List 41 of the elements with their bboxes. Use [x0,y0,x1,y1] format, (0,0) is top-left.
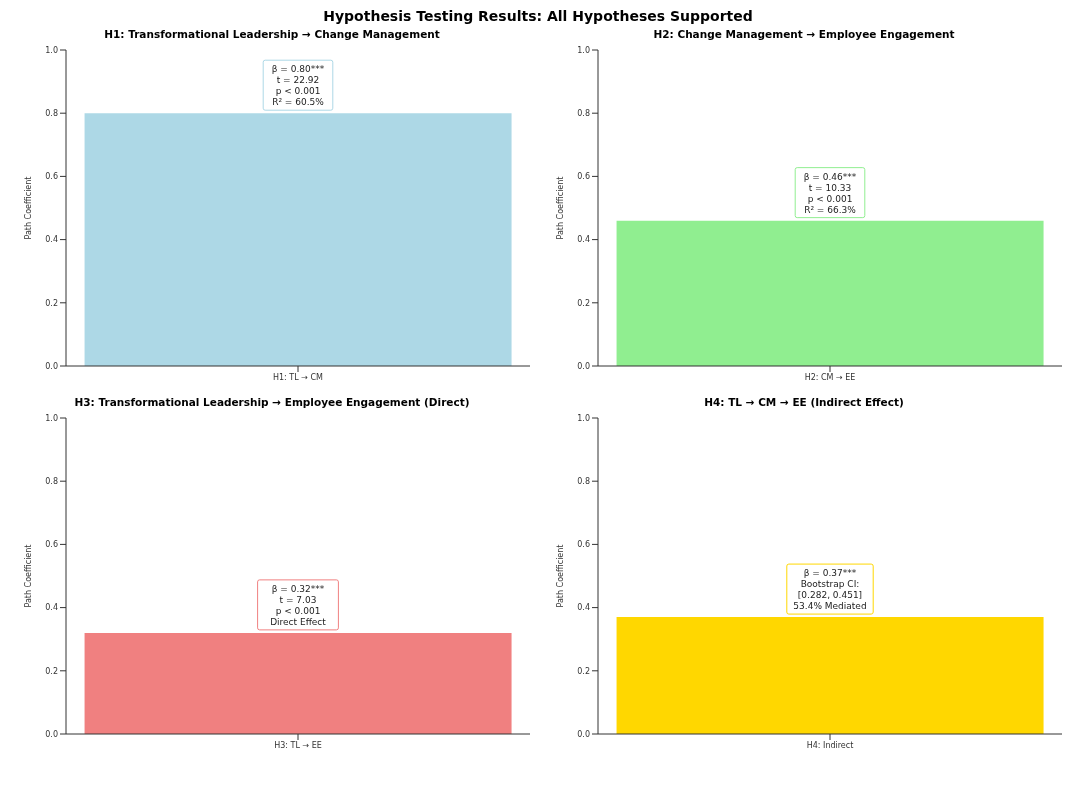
y-tick-label: 0.4 [45,603,58,613]
y-tick-label: 0.4 [577,603,590,613]
x-tick-label: H4: Indirect [806,740,854,750]
x-tick-label: H3: TL → EE [274,740,322,750]
y-tick-label: 0.8 [577,109,590,119]
x-tick-label: H1: TL → CM [273,372,324,382]
chart-title: H2: Change Management → Employee Engagement [652,27,956,42]
y-tick-label: 0.6 [577,172,590,182]
y-tick-label: 1.0 [45,45,58,55]
y-tick-label: 0.6 [45,540,58,550]
y-tick-label: 0.8 [577,477,590,487]
y-tick-label: 0.0 [45,729,58,739]
y-tick-label: 1.0 [45,413,58,423]
y-tick-label: 0.2 [577,298,590,308]
y-tick-label: 0.0 [577,361,590,371]
y-tick-label: 1.0 [577,413,590,423]
y-tick-label: 0.0 [577,729,590,739]
y-tick-label: 0.6 [45,172,58,182]
y-tick-label: 1.0 [577,45,590,55]
annotation: β = 0.80*** t = 22.92 p < 0.001 R² = 60.5% [271,64,325,108]
annotation: β = 0.37*** Bootstrap CI: [0.282, 0.451] 53.4% Mediated [793,568,867,612]
y-tick-label: 0.8 [45,109,58,119]
x-tick-label: H2: CM → EE [804,372,856,382]
y-axis-title: Path Coefficient [23,176,33,240]
text: Hypothesis Testing Results: All Hypotheses Supported [322,8,754,26]
y-tick-label: 0.6 [577,540,590,550]
y-tick-label: 0.0 [45,361,58,371]
y-tick-label: 0.8 [45,477,58,487]
y-axis-title: Path Coefficient [555,544,565,608]
y-tick-label: 0.2 [45,666,58,676]
annotation: β = 0.46*** t = 10.33 p < 0.001 R² = 66.3% [803,171,857,215]
chart-title: H4: TL → CM → EE (Indirect Effect) [703,395,905,410]
chart-title: H3: Transformational Leadership → Employee Engagement (Direct) [73,395,471,410]
y-axis-title: Path Coefficient [555,176,565,240]
y-tick-label: 0.2 [577,666,590,676]
annotation: β = 0.32*** t = 7.03 p < 0.001 Direct Effect [270,583,327,627]
y-axis-title: Path Coefficient [23,544,33,608]
y-tick-label: 0.4 [45,235,58,245]
y-tick-label: 0.4 [577,235,590,245]
y-tick-label: 0.2 [45,298,58,308]
chart-title: H1: Transformational Leadership → Change Management [103,27,441,42]
